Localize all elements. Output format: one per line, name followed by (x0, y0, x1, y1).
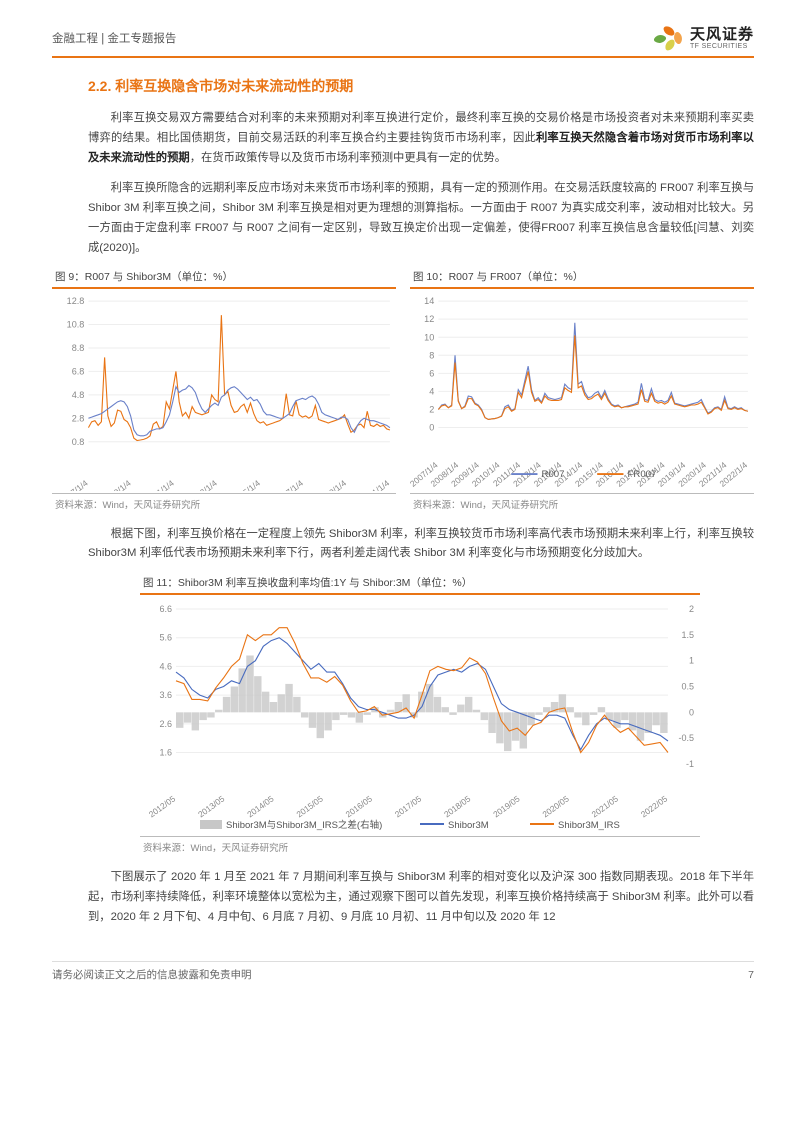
svg-text:FR007: FR007 (628, 469, 657, 480)
svg-text:2.6: 2.6 (159, 719, 172, 729)
svg-text:2013/1/4: 2013/1/4 (187, 478, 219, 491)
svg-text:10.8: 10.8 (67, 320, 85, 330)
svg-text:0.8: 0.8 (72, 437, 85, 447)
logo-mark (655, 26, 685, 52)
svg-text:Shibor3M_IRS: Shibor3M_IRS (558, 820, 620, 831)
breadcrumb: 金融工程 | 金工专题报告 (52, 26, 176, 46)
svg-text:2014/05: 2014/05 (245, 794, 276, 820)
svg-text:-0.5: -0.5 (678, 733, 694, 743)
svg-text:3.6: 3.6 (159, 690, 172, 700)
svg-text:R007: R007 (542, 469, 565, 480)
svg-text:6.6: 6.6 (159, 604, 172, 614)
fig9-chart: 0.8 2.8 4.8 6.8 8.8 10.8 12.8 2007/1/4 2009/1/4 2… (52, 293, 396, 490)
svg-text:2019/1/4: 2019/1/4 (316, 478, 348, 491)
svg-text:2020/05: 2020/05 (540, 794, 571, 820)
svg-text:4.8: 4.8 (72, 390, 85, 400)
fig10-source: 资料来源：Wind，天风证券研究所 (410, 497, 754, 511)
svg-text:2012/05: 2012/05 (147, 794, 178, 820)
svg-text:2021/05: 2021/05 (590, 794, 621, 820)
svg-text:1: 1 (689, 656, 694, 666)
svg-text:2.8: 2.8 (72, 414, 85, 424)
svg-text:2017/1/4: 2017/1/4 (273, 478, 305, 491)
svg-text:Shibor3M: Shibor3M (448, 820, 489, 831)
svg-text:1.5: 1.5 (681, 630, 694, 640)
svg-text:4.6: 4.6 (159, 662, 172, 672)
svg-text:14: 14 (424, 296, 434, 306)
header-rule (52, 56, 754, 58)
svg-text:2021/1/4: 2021/1/4 (359, 478, 391, 491)
fig10-chart: 024681012142007/1/42008/1/42009/1/42010/… (410, 293, 754, 490)
logo-cn: 天风证券 (690, 27, 754, 43)
fig10-title: 图 10：R007 与 FR007（单位：%） (410, 269, 754, 287)
breadcrumb-sep: | (98, 33, 107, 45)
breadcrumb-right: 金工专题报告 (107, 33, 176, 45)
svg-text:5.6: 5.6 (159, 633, 172, 643)
page-number: 7 (748, 969, 754, 981)
svg-text:2015/05: 2015/05 (294, 794, 325, 820)
paragraph-2: 利率互换所隐含的远期利率反应市场对未来货币市场利率的预期，具有一定的预测作用。在… (88, 179, 754, 258)
svg-text:6: 6 (429, 369, 434, 379)
svg-text:2018/05: 2018/05 (442, 794, 473, 820)
svg-text:2016/05: 2016/05 (344, 794, 375, 820)
svg-text:0: 0 (689, 708, 694, 718)
logo-en: TF SECURITIES (690, 43, 754, 50)
svg-text:6.8: 6.8 (72, 367, 85, 377)
svg-text:8: 8 (429, 351, 434, 361)
svg-text:12: 12 (424, 315, 434, 325)
svg-text:8.8: 8.8 (72, 343, 85, 353)
fig11-source: 资料来源：Wind，天风证券研究所 (140, 840, 700, 854)
svg-text:1.6: 1.6 (159, 748, 172, 758)
breadcrumb-left: 金融工程 (52, 33, 98, 45)
section-title: 2.2. 利率互换隐含市场对未来流动性的预期 (88, 76, 754, 96)
paragraph-1: 利率互换交易双方需要结合对利率的未来预期对利率互换进行定价，最终利率互换的交易价… (88, 109, 754, 168)
svg-text:Shibor3M与Shibor3M_IRS之差(右轴): Shibor3M与Shibor3M_IRS之差(右轴) (226, 819, 382, 831)
svg-text:2: 2 (429, 405, 434, 415)
fig9-title: 图 9：R007 与 Shibor3M（单位：%） (52, 269, 396, 287)
svg-text:2: 2 (689, 604, 694, 614)
svg-text:0: 0 (429, 423, 434, 433)
figure-row-9-10: 图 9：R007 与 Shibor3M（单位：%） 0.8 2.8 4.8 6.8 8.… (52, 269, 754, 510)
svg-text:4: 4 (429, 387, 434, 397)
paragraph-3: 根据下图，利率互换价格在一定程度上领先 Shibor3M 利率，利率互换较货币市… (88, 525, 754, 565)
svg-text:2022/05: 2022/05 (639, 794, 670, 820)
svg-text:0.5: 0.5 (681, 682, 694, 692)
svg-text:2015/1/4: 2015/1/4 (230, 478, 262, 491)
svg-text:2011/1/4: 2011/1/4 (144, 478, 176, 491)
svg-text:2017/05: 2017/05 (393, 794, 424, 820)
svg-text:-1: -1 (686, 759, 694, 769)
svg-text:12.8: 12.8 (67, 296, 85, 306)
svg-text:2009/1/4: 2009/1/4 (101, 478, 133, 491)
fig11-title: 图 11：Shibor3M 利率互换收盘利率均值:1Y 与 Shibor:3M（… (140, 575, 700, 593)
svg-text:2013/05: 2013/05 (196, 794, 227, 820)
logo: 天风证券 TF SECURITIES (655, 26, 754, 52)
svg-text:10: 10 (424, 333, 434, 343)
footer-disclaimer: 请务必阅读正文之后的信息披露和免责申明 (52, 967, 252, 982)
fig11-chart: 1.6 2.6 3.6 4.6 5.6 6.6 -1 -0.5 0 0.5 1 1.5 2 2012/05… (140, 599, 700, 834)
svg-text:2019/05: 2019/05 (491, 794, 522, 820)
paragraph-4: 下图展示了 2020 年 1 月至 2021 年 7 月期间利率互换与 Shib… (88, 868, 754, 927)
svg-text:2007/1/4: 2007/1/4 (57, 478, 89, 491)
fig9-source: 资料来源：Wind，天风证券研究所 (52, 497, 396, 511)
